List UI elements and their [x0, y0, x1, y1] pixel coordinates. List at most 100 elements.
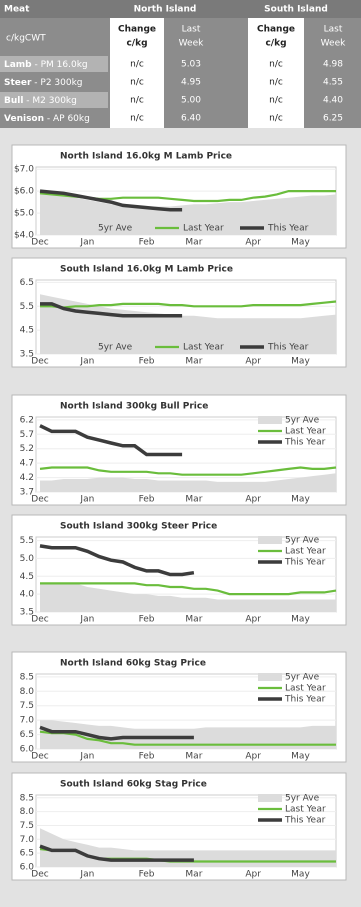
y-tick-label: $4.0 [14, 231, 34, 241]
column-header: Last [182, 25, 201, 35]
table-cell: n/c [269, 96, 283, 106]
meat-name: Steer [4, 78, 32, 88]
x-tick-label: Apr [245, 238, 261, 248]
x-tick-label: Dec [31, 752, 48, 762]
series-line [39, 466, 337, 476]
x-tick-label: Jan [79, 238, 94, 248]
x-tick-label: Apr [245, 870, 261, 880]
legend-swatch [258, 673, 282, 681]
header-row [0, 0, 361, 18]
legend-label: 5yr Ave [98, 224, 133, 234]
y-tick-label: 4.7 [20, 459, 34, 469]
y-tick-label: 8.5 [20, 793, 34, 803]
column-header: Last [324, 25, 343, 35]
y-tick-label: 8.0 [20, 687, 35, 697]
legend-label: 5yr Ave [285, 673, 320, 683]
y-tick-label: $5.0 [14, 209, 34, 219]
meat-spec: - M2 300kg [23, 96, 76, 106]
chart-title: North Island 60kg Stag Price [60, 659, 206, 669]
y-tick-label: 5.0 [20, 554, 35, 564]
chart-title: South Island 16.0kg M Lamb Price [60, 265, 233, 275]
x-tick-label: Feb [139, 495, 155, 505]
y-tick-label: 6.0 [20, 745, 35, 755]
legend-label: This Year [284, 695, 326, 705]
legend-label: Last Year [183, 224, 224, 234]
x-tick-label: Apr [245, 357, 261, 367]
x-tick-label: May [291, 752, 310, 762]
legend-label: This Year [267, 224, 309, 234]
average-area [40, 473, 336, 492]
x-tick-label: Feb [139, 752, 155, 762]
header-text: Meat [4, 5, 30, 15]
y-tick-label: 5.5 [20, 302, 34, 312]
average-area [40, 294, 336, 354]
y-tick-label: 8.0 [20, 807, 35, 817]
table-cell: n/c [269, 78, 283, 88]
change-column [110, 18, 164, 128]
average-area [40, 583, 336, 612]
row-label: Steer - P2 300kg [4, 78, 83, 88]
x-tick-label: Apr [245, 495, 261, 505]
column-header: Change [118, 25, 156, 35]
series-line [40, 300, 337, 309]
change-column [248, 18, 304, 128]
legend-label: 5yr Ave [98, 343, 133, 353]
y-tick-label: $7.0 [14, 165, 34, 175]
chart-title: South Island 60kg Stag Price [60, 780, 207, 790]
average-area [40, 828, 336, 867]
y-tick-label: 4.2 [20, 473, 34, 483]
legend-label: Last Year [183, 343, 224, 353]
row-label: Lamb - PM 16.0kg [4, 60, 88, 70]
x-tick-label: Jan [79, 615, 94, 625]
chart-title: North Island 300kg Bull Price [60, 402, 208, 412]
series-line [40, 302, 183, 318]
legend-label: 5yr Ave [285, 794, 320, 804]
y-tick-label: 6.2 [20, 415, 34, 425]
y-tick-label: 5.5 [20, 536, 34, 546]
y-tick-label: 5.2 [20, 444, 34, 454]
y-tick-label: 6.0 [20, 863, 35, 873]
legend-swatch [258, 536, 282, 544]
x-tick-label: Dec [31, 615, 48, 625]
row-label: Bull - M2 300kg [4, 96, 77, 106]
table-cell: 5.03 [181, 60, 201, 70]
row-label-bg [0, 56, 108, 72]
y-tick-label: 7.0 [20, 835, 35, 845]
series-line [39, 730, 336, 746]
row-label-bg [0, 74, 108, 90]
y-tick-label: 3.5 [20, 608, 34, 618]
table-cell: n/c [130, 114, 144, 124]
table-cell: n/c [130, 78, 144, 88]
column-header: c/kg [126, 39, 147, 49]
y-tick-label: 5.7 [20, 430, 34, 440]
legend-swatch [258, 794, 282, 802]
series-line [40, 582, 337, 596]
column-header: c/kg [265, 39, 286, 49]
series-line [39, 189, 183, 212]
y-tick-label: 7.5 [20, 821, 34, 831]
chart-title: North Island 16.0kg M Lamb Price [60, 152, 232, 162]
x-tick-label: Feb [139, 238, 155, 248]
column-header: Week [179, 39, 204, 49]
legend-label: 5yr Ave [285, 536, 320, 546]
meat-spec: - PM 16.0kg [32, 60, 88, 70]
legend-swatch [70, 343, 94, 351]
x-tick-label: Mar [185, 495, 202, 505]
y-tick-label: 3.5 [20, 350, 34, 360]
meat-name: Bull [4, 96, 23, 106]
row-label: Venison - AP 60kg [4, 114, 90, 124]
x-tick-label: Apr [245, 752, 261, 762]
x-tick-label: Jan [79, 870, 94, 880]
table-cell: 4.40 [323, 96, 343, 106]
x-tick-label: Dec [31, 495, 48, 505]
x-tick-label: Feb [139, 357, 155, 367]
x-tick-label: Dec [31, 357, 48, 367]
table-cell: n/c [130, 96, 144, 106]
x-tick-label: Apr [245, 615, 261, 625]
y-tick-label: $6.0 [14, 187, 34, 197]
legend-label: This Year [267, 343, 309, 353]
x-tick-label: Mar [185, 615, 202, 625]
legend-label: Last Year [285, 805, 326, 815]
average-area [40, 720, 336, 749]
